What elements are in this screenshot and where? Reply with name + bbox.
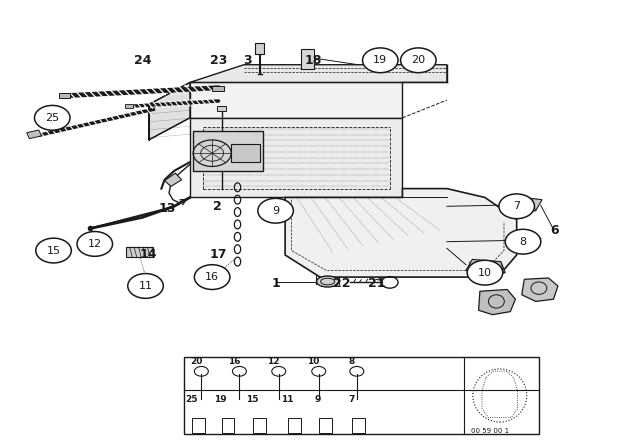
Polygon shape	[190, 118, 403, 198]
Text: 15: 15	[47, 246, 61, 255]
Text: 10: 10	[307, 357, 320, 366]
Text: 20: 20	[412, 55, 426, 65]
Bar	[127, 247, 153, 257]
Text: 2: 2	[213, 200, 221, 213]
Polygon shape	[515, 235, 541, 247]
Circle shape	[35, 105, 70, 130]
Circle shape	[128, 274, 163, 298]
Text: 11: 11	[281, 395, 293, 404]
Polygon shape	[164, 173, 182, 186]
Bar	[288, 418, 301, 433]
Circle shape	[401, 48, 436, 73]
Bar	[27, 130, 42, 138]
Text: 20: 20	[190, 357, 202, 366]
Bar	[231, 144, 260, 162]
Text: 14: 14	[140, 249, 157, 262]
Text: 9: 9	[315, 395, 321, 404]
Bar	[255, 43, 264, 54]
Bar	[319, 418, 332, 433]
Polygon shape	[466, 259, 505, 276]
Polygon shape	[301, 49, 314, 69]
Bar	[212, 86, 223, 91]
Text: 3: 3	[243, 54, 252, 67]
Bar	[193, 418, 205, 433]
Bar	[221, 418, 234, 433]
Text: 10: 10	[478, 267, 492, 278]
Circle shape	[195, 265, 230, 289]
Text: 16: 16	[205, 272, 219, 282]
Bar	[59, 93, 70, 98]
Circle shape	[362, 48, 398, 73]
Ellipse shape	[317, 276, 339, 287]
Polygon shape	[285, 189, 516, 277]
Circle shape	[499, 194, 534, 219]
Polygon shape	[190, 82, 403, 118]
Text: 19: 19	[214, 395, 227, 404]
Text: 17: 17	[210, 249, 227, 262]
Text: 19: 19	[373, 55, 387, 65]
Circle shape	[505, 229, 541, 254]
Bar	[184, 357, 539, 434]
Bar	[125, 103, 134, 108]
Circle shape	[467, 260, 502, 285]
Text: 13: 13	[159, 202, 177, 215]
Polygon shape	[190, 65, 447, 82]
Circle shape	[77, 232, 113, 256]
Text: 23: 23	[210, 54, 227, 67]
Text: 8: 8	[349, 357, 355, 366]
Bar	[217, 106, 226, 111]
Text: 00 59 00 1: 00 59 00 1	[470, 428, 509, 434]
Polygon shape	[479, 289, 515, 314]
Text: 25: 25	[185, 395, 198, 404]
Polygon shape	[522, 278, 558, 302]
Polygon shape	[510, 198, 542, 213]
Text: 16: 16	[228, 357, 241, 366]
Polygon shape	[148, 82, 190, 140]
Text: 12: 12	[268, 357, 280, 366]
Text: 6: 6	[550, 224, 559, 237]
Circle shape	[258, 198, 293, 223]
Text: 25: 25	[45, 113, 60, 123]
Text: 7: 7	[348, 395, 355, 404]
Text: 15: 15	[246, 395, 259, 404]
Text: 9: 9	[272, 206, 279, 216]
Text: 7: 7	[513, 201, 520, 211]
Text: 24: 24	[134, 54, 151, 67]
Text: 12: 12	[88, 239, 102, 249]
Bar	[253, 418, 266, 433]
Text: 11: 11	[138, 281, 152, 291]
Text: 22: 22	[333, 277, 351, 290]
Bar	[353, 418, 365, 433]
Text: 8: 8	[520, 237, 527, 247]
Circle shape	[36, 238, 71, 263]
Bar	[193, 131, 263, 171]
Text: 21: 21	[369, 277, 386, 290]
Text: 18: 18	[305, 54, 323, 67]
Text: 1: 1	[271, 277, 280, 290]
